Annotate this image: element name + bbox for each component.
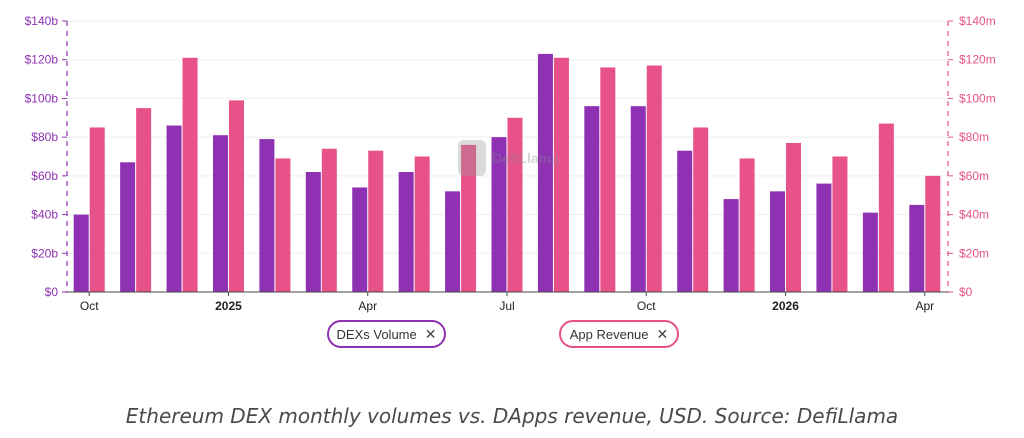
x-tick-label: Apr — [358, 299, 377, 313]
watermark: DefiLlama — [458, 140, 559, 176]
bar-app-revenue — [321, 148, 337, 292]
x-tick-label: 2025 — [215, 299, 242, 313]
legend-rev-label: App Revenue — [569, 326, 649, 342]
y-right-tick-label: $80m — [959, 130, 989, 144]
x-tick-label: Apr — [915, 299, 934, 313]
bar-app-revenue — [646, 65, 662, 293]
gridlines — [66, 20, 948, 254]
bar-app-revenue — [275, 158, 291, 292]
bar-chart: $0 $0 $20b $20m $40b $40m $60b $60m $80b $80m $100… — [25, 14, 996, 313]
x-tick-label: Oct — [80, 299, 99, 313]
bar-dex-volume — [723, 199, 739, 292]
bar-dex-volume — [120, 162, 136, 292]
bar-dex-volume — [445, 191, 461, 292]
y-right-tick-label: $20m — [959, 246, 989, 260]
bar-app-revenue — [786, 142, 802, 292]
y-right-tick-label: $100m — [959, 91, 996, 105]
bar-dex-volume — [770, 191, 786, 292]
bar-dex-volume — [909, 204, 925, 292]
legend-dex-label: DEXs Volume — [336, 326, 417, 342]
bar-app-revenue — [600, 67, 616, 292]
bar-app-revenue — [925, 175, 941, 292]
legend-dex-volume[interactable]: DEXs Volume ✕ — [327, 320, 446, 348]
axes: $0 $0 $20b $20m $40b $40m $60b $60m $80b $80m $100… — [25, 14, 996, 313]
bar-app-revenue — [228, 100, 244, 292]
bar-app-revenue — [739, 158, 755, 292]
x-tick-label: 2026 — [772, 299, 799, 313]
bar-app-revenue — [878, 123, 894, 292]
y-left-tick-label: $100b — [25, 91, 59, 105]
bar-dex-volume — [212, 135, 228, 292]
bar-dex-volume — [73, 214, 89, 292]
y-left-tick-label: $20b — [31, 246, 58, 260]
bar-dex-volume — [305, 171, 321, 292]
bar-dex-volume — [352, 187, 368, 292]
x-tick-label: Jul — [499, 299, 514, 313]
y-left-tick-label: $40b — [31, 208, 58, 222]
y-right-tick-label: $140m — [959, 14, 996, 28]
close-icon[interactable]: ✕ — [656, 325, 669, 342]
bar-dex-volume — [491, 137, 507, 292]
bar-dex-volume — [630, 106, 646, 293]
y-right-tick-label: $60m — [959, 169, 989, 183]
y-left-tick-label: $140b — [25, 14, 59, 28]
y-left-tick-label: $0 — [45, 285, 59, 299]
close-icon[interactable]: ✕ — [424, 325, 437, 342]
y-right-tick-label: $40m — [959, 208, 989, 222]
bar-app-revenue — [89, 127, 105, 292]
bar-dex-volume — [816, 183, 832, 292]
bar-dex-volume — [166, 125, 182, 293]
bar-dex-volume — [862, 212, 878, 292]
bar-dex-volume — [537, 53, 553, 293]
figure-caption: Ethereum DEX monthly volumes vs. DApps r… — [125, 404, 899, 428]
bar-app-revenue — [414, 156, 430, 292]
bar-dex-volume — [677, 150, 693, 292]
bar-dex-volume — [398, 171, 414, 292]
bar-app-revenue — [368, 150, 384, 292]
bar-app-revenue — [507, 117, 523, 293]
legend-app-revenue[interactable]: App Revenue ✕ — [559, 320, 679, 348]
bar-dex-volume — [584, 106, 600, 293]
watermark-text: DefiLlama — [492, 150, 559, 166]
y-left-tick-label: $120b — [25, 53, 59, 67]
bar-dex-volume — [259, 139, 275, 292]
y-right-tick-label: $120m — [959, 53, 996, 67]
y-left-tick-label: $80b — [31, 130, 58, 144]
y-right-tick-label: $0 — [959, 285, 973, 299]
bar-app-revenue — [461, 144, 477, 292]
bar-app-revenue — [693, 127, 709, 292]
bar-app-revenue — [182, 57, 198, 293]
defillama-logo-icon — [458, 140, 486, 176]
y-left-tick-label: $60b — [31, 169, 58, 183]
x-tick-label: Oct — [637, 299, 656, 313]
bar-app-revenue — [832, 156, 848, 292]
bar-app-revenue — [553, 57, 569, 293]
bar-app-revenue — [136, 108, 152, 292]
bars — [73, 53, 941, 293]
